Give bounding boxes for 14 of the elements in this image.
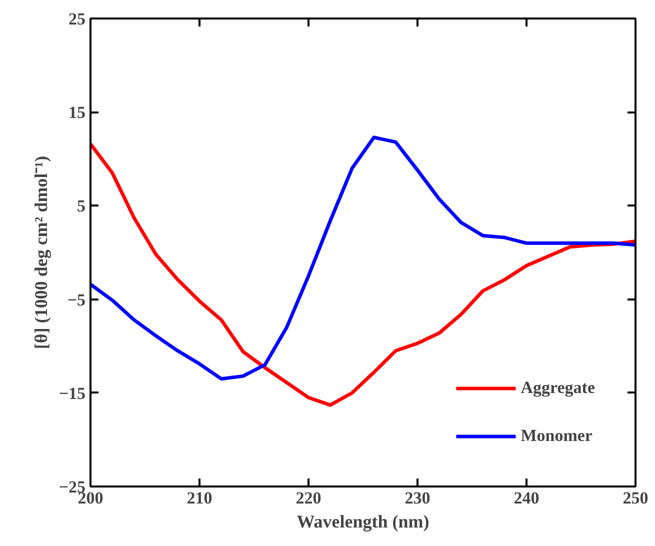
y-tick-label: 25 — [68, 10, 86, 28]
legend-label: Monomer — [520, 426, 592, 446]
y-tick-label: −15 — [58, 384, 86, 403]
x-axis-title: Wavelength (nm) — [296, 512, 430, 532]
x-tick-label: 220 — [296, 488, 322, 508]
y-tick-label: −5 — [67, 290, 86, 310]
x-tick-label: 240 — [514, 488, 540, 508]
legend-label: Aggregate — [520, 378, 595, 398]
y-tick-label: 15 — [68, 103, 86, 122]
x-tick-label: 230 — [404, 488, 430, 508]
x-tick-label: 210 — [186, 488, 212, 508]
y-tick-label: 5 — [77, 196, 86, 216]
y-axis-title: [θ] (1000 deg cm² dmol⁻¹) — [30, 156, 51, 350]
x-tick-label: 250 — [622, 488, 648, 508]
